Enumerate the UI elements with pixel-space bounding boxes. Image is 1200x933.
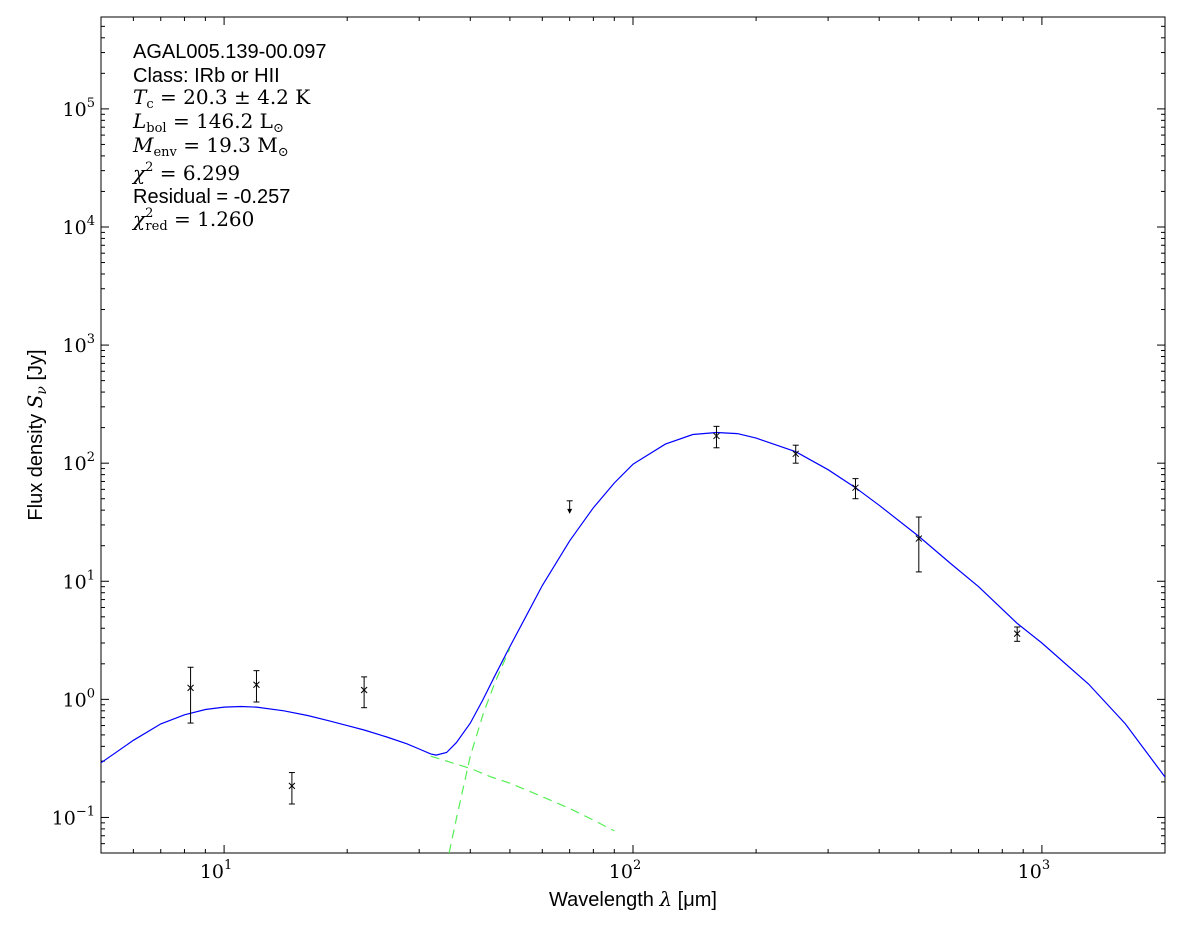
luminosity-label: Lbol = 146.2 L⊙ <box>132 109 284 136</box>
y-tick-label: 102 <box>63 450 95 475</box>
data-point <box>713 425 720 449</box>
data-point <box>792 444 800 464</box>
point-marker <box>792 450 800 458</box>
x-tick-label: 103 <box>1018 858 1050 883</box>
component-curve <box>430 755 615 832</box>
x-tick-label: 101 <box>200 858 232 883</box>
temperature-label: Tc = 20.3 ± 4.2 K <box>133 85 311 112</box>
model-curves <box>101 431 1165 853</box>
x-axis-label: Wavelength λ [μm] <box>549 887 717 911</box>
y-tick-label: 104 <box>63 214 95 239</box>
y-axis-label: Flux density Sν [Jy] <box>23 349 50 520</box>
y-tick-label: 100 <box>63 686 95 711</box>
x-tick-label: 102 <box>609 858 641 883</box>
data-point <box>360 676 368 709</box>
class-label: Class: IRb or HII <box>133 65 280 87</box>
y-tick-label: 103 <box>63 332 95 357</box>
limit-arrowhead <box>567 508 573 514</box>
component-curve <box>448 648 511 853</box>
point-marker <box>852 484 859 492</box>
point-marker <box>915 535 923 542</box>
data-point <box>187 666 194 724</box>
chi-square-label: χ2 = 6.299 <box>131 160 240 185</box>
total-fit-curve <box>101 431 1165 778</box>
reduced-chi-square-label: χ2 red = 1.260 <box>131 206 254 234</box>
point-marker <box>360 686 368 694</box>
point-marker <box>713 432 720 440</box>
residual-label: Residual = -0.257 <box>133 186 290 208</box>
point-marker <box>253 681 260 689</box>
source-name: AGAL005.139-00.097 <box>133 41 327 63</box>
data-points <box>187 425 1021 805</box>
point-marker <box>288 782 296 790</box>
axis-ticks: 101 102 103 10−1 100 101 102 103 104 105 <box>52 16 1166 883</box>
y-tick-label: 10−1 <box>52 804 95 829</box>
y-tick-label: 101 <box>63 568 95 593</box>
data-point <box>253 670 260 703</box>
point-marker <box>187 684 194 692</box>
data-point <box>288 772 296 805</box>
data-point <box>1013 626 1021 642</box>
point-marker <box>1013 630 1021 638</box>
y-tick-label: 105 <box>63 96 95 121</box>
mass-label: Menv = 19.3 M⊙ <box>132 133 289 160</box>
data-point <box>852 478 859 500</box>
fit-annotations: AGAL005.139-00.097 Class: IRb or HII Tc … <box>131 41 327 234</box>
data-point <box>915 516 923 573</box>
upper-limit <box>566 500 573 514</box>
